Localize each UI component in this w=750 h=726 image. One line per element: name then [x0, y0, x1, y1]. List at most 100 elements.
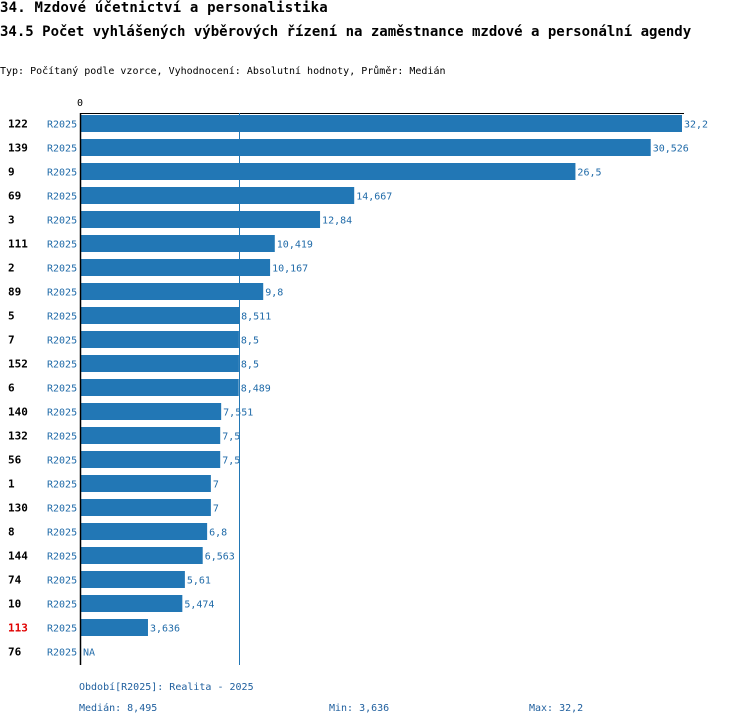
row-period-label: R2025	[47, 336, 77, 347]
row-id-label: 140	[8, 406, 28, 419]
row-id-label: 8	[8, 526, 15, 539]
bar	[80, 571, 185, 588]
bar	[80, 235, 275, 252]
row-period-label: R2025	[47, 528, 77, 539]
bar	[80, 283, 264, 300]
bar-value-label: 8,5	[241, 336, 259, 347]
bar	[80, 403, 222, 420]
row-period-label: R2025	[47, 192, 77, 203]
footer-max: Max: 32,2	[529, 703, 584, 714]
row-id-label: 6	[8, 382, 15, 395]
row-id-label: 5	[8, 310, 15, 323]
bar	[80, 475, 211, 492]
bar	[80, 211, 321, 228]
bar	[80, 163, 576, 180]
row-period-label: R2025	[47, 360, 77, 371]
chart-subtitle: 34.5 Počet vyhlášených výběrových řízení…	[0, 24, 692, 40]
row-period-label: R2025	[47, 600, 77, 611]
row-id-label: 132	[8, 430, 28, 443]
bar	[80, 139, 651, 156]
row-period-label: R2025	[47, 120, 77, 131]
row-period-label: R2025	[47, 552, 77, 563]
row-period-label: R2025	[47, 480, 77, 491]
bar-value-label: 9,8	[265, 288, 283, 299]
bar-value-label: 10,167	[272, 264, 308, 275]
row-id-label: 139	[8, 142, 28, 155]
row-period-label: R2025	[47, 168, 77, 179]
bar	[80, 379, 239, 396]
chart-type-line: Typ: Počítaný podle vzorce, Vyhodnocení:…	[0, 66, 446, 77]
bar-value-label: 8,511	[241, 312, 271, 323]
row-period-label: R2025	[47, 432, 77, 443]
bar-value-label: 7	[213, 504, 219, 515]
bar	[80, 259, 271, 276]
bar-value-label: 26,5	[577, 168, 601, 179]
row-id-label: 130	[8, 502, 28, 515]
bar-value-label: 5,61	[187, 576, 211, 587]
row-period-label: R2025	[47, 240, 77, 251]
row-id-label: 89	[8, 286, 21, 299]
bar	[80, 451, 221, 468]
bar-value-label: 6,8	[209, 528, 227, 539]
bar-value-label: 5,474	[184, 600, 214, 611]
row-id-label: 111	[8, 238, 28, 251]
footer-median: Medián: 8,495	[79, 703, 158, 714]
bar-value-label: 6,563	[205, 552, 235, 563]
bar-value-label: 32,2	[684, 120, 708, 131]
bar-value-label: 8,5	[241, 360, 259, 371]
row-id-label: 7	[8, 334, 15, 347]
bar-value-label: 7,5	[222, 456, 240, 467]
footer-min: Min: 3,636	[329, 703, 390, 714]
row-id-label: 1	[8, 478, 15, 491]
bar-value-label: 7,5	[222, 432, 240, 443]
chart-title: 34. Mzdové účetnictví a personalistika	[0, 0, 328, 16]
row-period-label: R2025	[47, 264, 77, 275]
bar	[80, 619, 148, 636]
footer-period: Období[R2025]: Realita - 2025	[79, 682, 254, 693]
bar	[80, 427, 221, 444]
bar-chart: 0 122 R2025 32,2 139 R2025 30,526 9 R2025 26,5 69 R…	[8, 98, 708, 665]
row-id-label: 56	[8, 454, 22, 467]
row-id-label: 144	[8, 550, 28, 563]
bar	[80, 547, 203, 564]
row-id-label: 2	[8, 262, 15, 275]
bar	[80, 355, 239, 372]
bar	[80, 115, 682, 132]
row-id-label: 122	[8, 118, 28, 131]
row-id-label: 152	[8, 358, 28, 371]
row-period-label: R2025	[47, 144, 77, 155]
row-period-label: R2025	[47, 456, 77, 467]
bar-value-label: NA	[83, 648, 95, 659]
bar	[80, 331, 239, 348]
bar-value-label: 8,489	[241, 384, 271, 395]
row-period-label: R2025	[47, 312, 77, 323]
bar-value-label: 14,667	[356, 192, 392, 203]
row-period-label: R2025	[47, 624, 77, 635]
bar-value-label: 12,84	[322, 216, 352, 227]
row-period-label: R2025	[47, 648, 77, 659]
bar-value-label: 30,526	[653, 144, 689, 155]
row-period-label: R2025	[47, 504, 77, 515]
row-period-label: R2025	[47, 288, 77, 299]
row-id-label: 10	[8, 598, 21, 611]
bar-value-label: 3,636	[150, 624, 180, 635]
row-period-label: R2025	[47, 408, 77, 419]
bar	[80, 595, 183, 612]
row-id-label: 3	[8, 214, 15, 227]
bar-value-label: 7,551	[223, 408, 253, 419]
bar-value-label: 10,419	[277, 240, 313, 251]
row-id-label: 74	[8, 574, 22, 587]
axis-zero-label: 0	[77, 98, 83, 109]
bar-value-label: 7	[213, 480, 219, 491]
bar	[80, 187, 355, 204]
bar	[80, 307, 240, 324]
row-id-label: 9	[8, 166, 15, 179]
row-period-label: R2025	[47, 384, 77, 395]
row-period-label: R2025	[47, 216, 77, 227]
row-id-label: 113	[8, 622, 28, 635]
row-period-label: R2025	[47, 576, 77, 587]
bar	[80, 499, 211, 516]
row-id-label: 76	[8, 646, 22, 659]
row-id-label: 69	[8, 190, 21, 203]
bar	[80, 523, 208, 540]
